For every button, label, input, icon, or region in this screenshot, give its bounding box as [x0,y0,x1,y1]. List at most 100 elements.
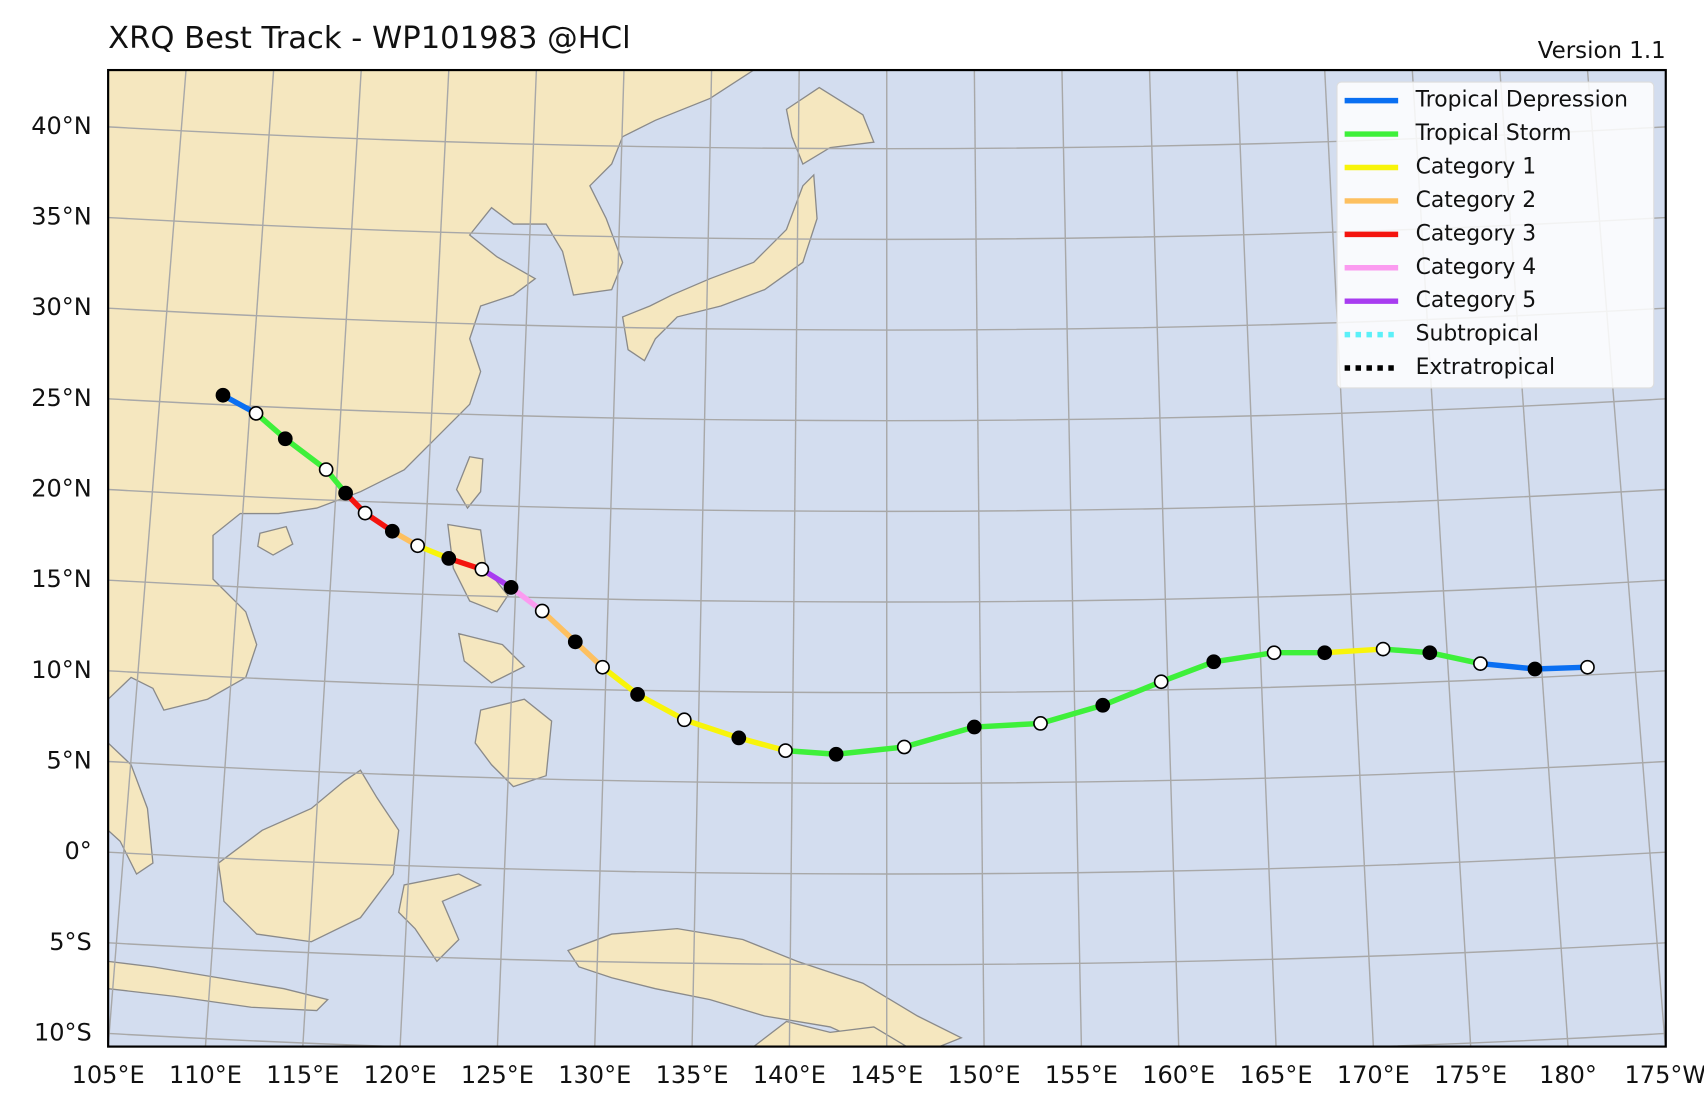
track-point [410,538,426,554]
lon-tick-label: 120°E [364,1061,437,1089]
track-point [338,485,353,501]
lat-tick-label: 0° [64,837,91,865]
track-point [357,505,373,521]
track-segment [1100,678,1164,709]
track-point [1317,645,1333,661]
track-segment [1321,646,1386,656]
track-segment [1211,649,1277,665]
track-segment [1532,664,1591,672]
map-frame [107,68,1667,1048]
track-point [595,659,610,675]
meridian [302,70,362,1047]
track-point [318,462,334,477]
legend-box [1336,81,1655,389]
track-point [1266,645,1282,661]
track-point [778,743,793,758]
track-segment [833,744,907,757]
track-point [1033,716,1048,731]
legend-label: Subtropical [1416,322,1539,347]
track-point [248,405,264,421]
meridian [1236,70,1277,1047]
lat-tick-label: 30°N [31,293,92,321]
track-point [731,730,747,746]
lon-tick-label: 180° [1539,1061,1597,1089]
legend-label: Category 1 [1416,154,1537,179]
lat-tick-label: 35°N [31,203,92,231]
lon-tick-label: 170°E [1337,1061,1410,1089]
track-point [896,739,912,755]
meridian [1061,70,1083,1047]
lon-tick-label: 155°E [1045,1061,1118,1089]
track-segment [681,717,742,741]
land-sumatra-java [108,960,329,1012]
parallel [108,1032,1666,1047]
lon-tick-label: 140°E [753,1061,826,1089]
track-point [474,561,490,577]
track-point [1375,641,1391,657]
land-hokkaido [785,86,875,165]
legend-label: Extratropical [1416,355,1555,380]
track-segment [901,724,978,750]
track-point [1527,661,1543,677]
lon-tick-label: 175°W [1625,1061,1704,1089]
legend: Tropical Depression Tropical Storm Categor… [1344,88,1628,380]
track-segment [971,720,1044,730]
lat-tick-label: 15°N [31,565,92,593]
legend-label: Category 2 [1416,188,1537,213]
lat-tick-label: 40°N [31,112,92,140]
track-point [441,551,457,566]
land-taiwan [455,456,484,510]
lon-tick-label: 105°E [72,1061,145,1089]
meridian [1148,70,1180,1047]
lon-tick-label: 130°E [558,1061,631,1089]
track-segment [599,664,641,698]
legend-label: Category 4 [1416,255,1537,280]
lon-tick-label: 160°E [1142,1061,1215,1089]
lon-tick-label: 175°E [1434,1061,1507,1089]
track-point [1422,645,1438,661]
track-segment [736,735,789,754]
graticule [108,70,1666,1047]
track-point [503,580,519,595]
lat-tick-label: 10°S [34,1018,92,1046]
track-segment [282,436,329,473]
version-label: Version 1.1 [1538,38,1666,64]
lat-tick-label: 5°N [46,746,91,774]
track-segment [1158,659,1217,685]
track-point [676,712,692,728]
map-title: XRQ Best Track - WP101983 @HCl [108,21,630,56]
land-layer [108,70,963,1047]
meridian [204,70,275,1047]
track [215,387,1595,762]
track-point [534,603,550,619]
lon-tick-label: 165°E [1240,1061,1313,1089]
meridian [594,70,625,1047]
track-segment [782,747,839,757]
track-segment [1427,649,1484,667]
land-australia [752,1020,908,1047]
land-hainan [257,525,294,556]
meridian [973,70,985,1047]
lat-tick-label: 25°N [31,384,92,412]
lat-tick-label: 5°S [49,928,92,956]
lat-tick-label: 10°N [31,656,92,684]
track-point [630,687,645,702]
legend-label: Tropical Storm [1415,121,1572,146]
meridian [399,70,450,1047]
track-point [828,746,844,762]
track-point [1153,674,1169,690]
meridian [691,70,713,1047]
land-visayas [457,632,526,684]
land-mindanao [474,698,553,788]
track-point [215,387,231,403]
meridian [496,70,538,1047]
track-point [966,719,982,735]
lon-tick-label: 145°E [850,1061,923,1089]
track-point [1580,659,1595,675]
track-point [277,431,293,447]
land-new-guinea [566,927,963,1047]
track-point [1206,654,1222,670]
track-point [1473,656,1488,671]
legend-label: Category 5 [1416,288,1537,313]
lon-tick-label: 125°E [461,1061,534,1089]
